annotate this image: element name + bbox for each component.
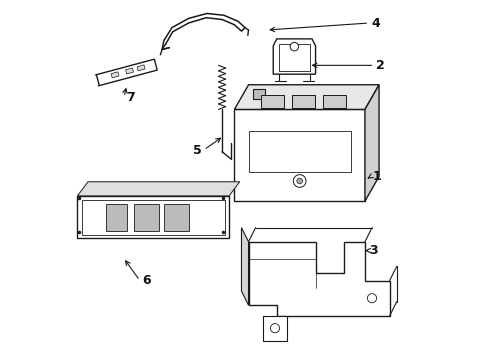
Circle shape [297, 178, 302, 184]
Bar [111, 72, 119, 78]
Text: 1: 1 [373, 170, 382, 183]
Bar [82, 200, 225, 235]
Circle shape [294, 175, 306, 187]
Text: 7: 7 [126, 91, 135, 104]
Bar [125, 68, 133, 74]
Circle shape [270, 324, 280, 333]
Bar [292, 95, 315, 108]
Circle shape [290, 42, 298, 51]
Polygon shape [263, 316, 287, 341]
Circle shape [368, 294, 377, 303]
Polygon shape [242, 228, 248, 305]
Bar [137, 65, 145, 71]
Polygon shape [97, 59, 157, 86]
Text: 2: 2 [376, 59, 385, 72]
Polygon shape [248, 242, 390, 316]
Bar [234, 109, 365, 201]
Bar [278, 44, 310, 71]
Bar [248, 131, 351, 172]
Text: 4: 4 [371, 17, 380, 30]
Text: 5: 5 [193, 144, 202, 157]
Text: 3: 3 [369, 244, 378, 257]
Bar [106, 204, 127, 231]
Bar [164, 204, 189, 231]
Bar [134, 204, 159, 231]
Bar [323, 95, 346, 108]
Bar [253, 89, 265, 99]
Polygon shape [77, 182, 240, 196]
Polygon shape [273, 39, 316, 74]
Bar [77, 196, 229, 238]
Polygon shape [365, 85, 379, 201]
Text: 6: 6 [142, 274, 150, 287]
Bar [261, 95, 284, 108]
Polygon shape [234, 85, 379, 109]
